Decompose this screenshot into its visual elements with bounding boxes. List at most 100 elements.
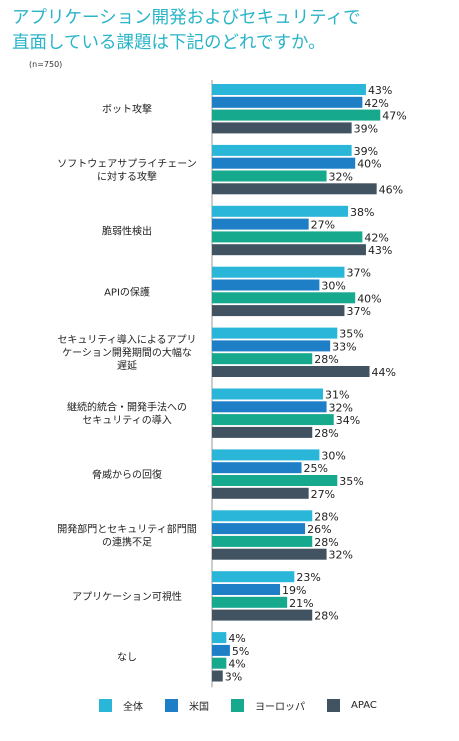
data-label: 30% xyxy=(321,449,345,462)
category-label: 脅威からの回復 xyxy=(92,468,162,481)
data-label: 43% xyxy=(368,244,392,257)
bar-ヨーロッパ xyxy=(212,170,327,182)
data-label: 46% xyxy=(379,183,403,196)
category-label: に対する攻撃 xyxy=(97,170,157,183)
data-label: 27% xyxy=(311,219,335,232)
bar-APAC xyxy=(212,426,313,438)
category-label: 開発部門とセキュリティ部門間 xyxy=(57,522,196,535)
data-label: 35% xyxy=(339,328,363,341)
chart-legend: 全体 米国 ヨーロッパ APAC xyxy=(99,698,399,713)
bar-米国 xyxy=(212,218,309,230)
legend-item: ヨーロッパ xyxy=(231,698,305,713)
category-label: ソフトウェアサプライチェーン xyxy=(57,158,197,170)
category-label: アプリケーション可視性 xyxy=(72,590,182,603)
data-label: 32% xyxy=(329,549,353,562)
category-label: 脆弱性検出 xyxy=(102,224,152,237)
data-label: 30% xyxy=(321,280,345,293)
chart-title-line2: 直面している課題は下記のどれですか。 xyxy=(12,33,326,53)
category-label: ボット攻撃 xyxy=(102,103,152,116)
bar-APAC xyxy=(212,670,223,682)
data-label: 23% xyxy=(296,571,320,584)
category-label: の連携不足 xyxy=(102,535,152,548)
data-label: 44% xyxy=(372,366,396,379)
bar-APAC xyxy=(212,305,345,317)
data-label: 4% xyxy=(228,632,245,645)
data-label: 3% xyxy=(225,671,242,684)
bar-米国 xyxy=(212,523,306,535)
bar-米国 xyxy=(212,279,320,291)
bar-ヨーロッパ xyxy=(212,414,334,426)
bar-APAC xyxy=(212,122,352,134)
category-label: なし xyxy=(117,652,137,664)
data-label: 43% xyxy=(368,84,392,97)
bar-全体 xyxy=(212,632,227,644)
data-label: 42% xyxy=(364,97,388,110)
data-label: 47% xyxy=(382,110,406,123)
bar-APAC xyxy=(212,183,377,195)
category-label: ケーション開発期間の大幅な xyxy=(62,346,192,359)
data-label: 40% xyxy=(357,158,381,171)
bar-米国 xyxy=(212,401,327,413)
bar-APAC xyxy=(212,366,370,377)
data-label: 37% xyxy=(346,305,370,318)
bar-全体 xyxy=(212,388,323,400)
bar-APAC xyxy=(212,609,313,621)
data-label: 32% xyxy=(329,401,353,414)
data-label: 33% xyxy=(332,340,356,353)
data-label: 27% xyxy=(311,488,335,501)
data-label: 42% xyxy=(364,231,388,244)
data-label: 5% xyxy=(232,645,249,658)
data-label: 39% xyxy=(354,145,378,158)
legend-swatch xyxy=(231,699,244,712)
data-label: 28% xyxy=(314,536,338,549)
data-label: 40% xyxy=(357,292,381,305)
data-label: 28% xyxy=(314,427,338,440)
bar-ヨーロッパ xyxy=(212,475,338,486)
bar-ヨーロッパ xyxy=(212,292,356,304)
bar-全体 xyxy=(212,266,345,278)
bar-ヨーロッパ xyxy=(212,596,288,608)
bar-全体 xyxy=(212,205,349,217)
bar-ヨーロッパ xyxy=(212,231,363,243)
bar-ヨーロッパ xyxy=(212,535,313,547)
category-label: 遅延 xyxy=(117,360,137,372)
data-label: 31% xyxy=(325,389,349,402)
bar-全体 xyxy=(212,571,295,583)
legend-item: 全体 xyxy=(99,698,143,713)
data-label: 28% xyxy=(314,610,338,623)
data-label: 25% xyxy=(304,462,328,475)
data-label: 21% xyxy=(289,597,313,610)
bar-全体 xyxy=(212,144,352,156)
data-label: 34% xyxy=(336,414,360,427)
data-label: 39% xyxy=(354,122,378,135)
legend-label: APAC xyxy=(351,700,377,711)
chart-title: アプリケーション開発およびセキュリティで 直面している課題は下記のどれですか。 xyxy=(12,6,452,56)
bar-米国 xyxy=(212,584,281,595)
data-label: 26% xyxy=(307,523,331,536)
data-label: 28% xyxy=(314,353,338,366)
data-label: 19% xyxy=(282,584,306,597)
bar-APAC xyxy=(212,487,309,499)
legend-label: 米国 xyxy=(189,702,209,713)
bar-全体 xyxy=(212,327,338,339)
legend-label: 全体 xyxy=(123,702,143,713)
bar-全体 xyxy=(212,510,313,522)
legend-item: APAC xyxy=(327,699,377,712)
bar-APAC xyxy=(212,548,327,560)
bar-米国 xyxy=(212,644,230,656)
data-label: 38% xyxy=(350,206,374,219)
bar-米国 xyxy=(212,157,356,169)
category-label: セキュリティ導入によるアプリ xyxy=(57,333,196,346)
bar-米国 xyxy=(212,340,331,352)
legend-swatch xyxy=(99,699,112,712)
category-label: 継続的統合・開発手法への xyxy=(67,401,187,414)
bar-APAC xyxy=(212,244,366,256)
bar-全体 xyxy=(212,449,320,461)
legend-label: ヨーロッパ xyxy=(255,702,305,713)
data-label: 37% xyxy=(346,267,370,280)
chart-title-line1: アプリケーション開発およびセキュリティで xyxy=(12,8,361,28)
category-label: APIの保護 xyxy=(104,285,150,298)
data-label: 35% xyxy=(339,475,363,488)
bar-ヨーロッパ xyxy=(212,657,227,669)
